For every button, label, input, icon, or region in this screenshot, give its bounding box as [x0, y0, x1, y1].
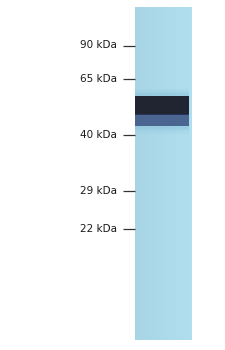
Bar — [150, 7, 151, 340]
Text: 22 kDa: 22 kDa — [80, 224, 117, 234]
Bar — [143, 7, 144, 340]
Bar — [136, 7, 137, 340]
Bar — [159, 7, 160, 340]
Text: 65 kDa: 65 kDa — [80, 74, 117, 84]
Bar — [158, 7, 159, 340]
Bar — [180, 7, 181, 340]
Bar — [170, 7, 171, 340]
Bar — [187, 7, 188, 340]
Bar — [190, 7, 191, 340]
Bar — [135, 7, 192, 340]
Bar — [182, 7, 183, 340]
Bar — [157, 7, 158, 340]
Bar — [176, 7, 177, 340]
Bar — [172, 7, 173, 340]
Bar — [160, 7, 161, 340]
Bar — [135, 91, 189, 131]
Text: 40 kDa: 40 kDa — [80, 130, 117, 140]
Bar — [147, 7, 148, 340]
Bar — [148, 7, 149, 340]
Bar — [142, 7, 143, 340]
Text: 90 kDa: 90 kDa — [80, 41, 117, 50]
Bar — [135, 113, 189, 126]
Bar — [186, 7, 187, 340]
Bar — [153, 7, 154, 340]
Bar — [173, 7, 174, 340]
Bar — [135, 89, 189, 134]
Bar — [149, 7, 150, 340]
Bar — [171, 7, 172, 340]
Bar — [144, 7, 146, 340]
Bar — [152, 7, 153, 340]
Bar — [161, 7, 162, 340]
Bar — [174, 7, 175, 340]
Bar — [139, 7, 140, 340]
Bar — [135, 96, 189, 115]
Bar — [138, 7, 139, 340]
Bar — [162, 7, 163, 340]
Bar — [165, 7, 166, 340]
Bar — [151, 7, 152, 340]
Bar — [191, 7, 192, 340]
Bar — [188, 7, 189, 340]
Text: 29 kDa: 29 kDa — [80, 186, 117, 196]
Bar — [177, 7, 178, 340]
Bar — [137, 7, 138, 340]
Bar — [135, 93, 189, 129]
Bar — [141, 7, 142, 340]
Bar — [178, 7, 179, 340]
Bar — [181, 7, 182, 340]
Bar — [184, 7, 185, 340]
Bar — [156, 7, 157, 340]
Bar — [154, 7, 155, 340]
Bar — [189, 7, 190, 340]
Bar — [163, 7, 164, 340]
Bar — [146, 7, 147, 340]
Bar — [175, 7, 176, 340]
Bar — [140, 7, 141, 340]
Bar — [183, 7, 184, 340]
Bar — [185, 7, 186, 340]
Bar — [135, 7, 136, 340]
Bar — [167, 7, 169, 340]
Bar — [166, 7, 167, 340]
Bar — [169, 7, 170, 340]
Bar — [179, 7, 180, 340]
Bar — [155, 7, 156, 340]
Bar — [164, 7, 165, 340]
